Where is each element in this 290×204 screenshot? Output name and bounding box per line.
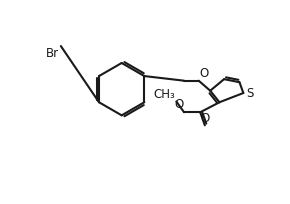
Text: O: O (200, 67, 209, 80)
Text: O: O (174, 99, 183, 112)
Text: O: O (200, 112, 209, 125)
Text: S: S (246, 86, 254, 100)
Text: CH₃: CH₃ (154, 88, 175, 101)
Text: Br: Br (46, 47, 59, 60)
